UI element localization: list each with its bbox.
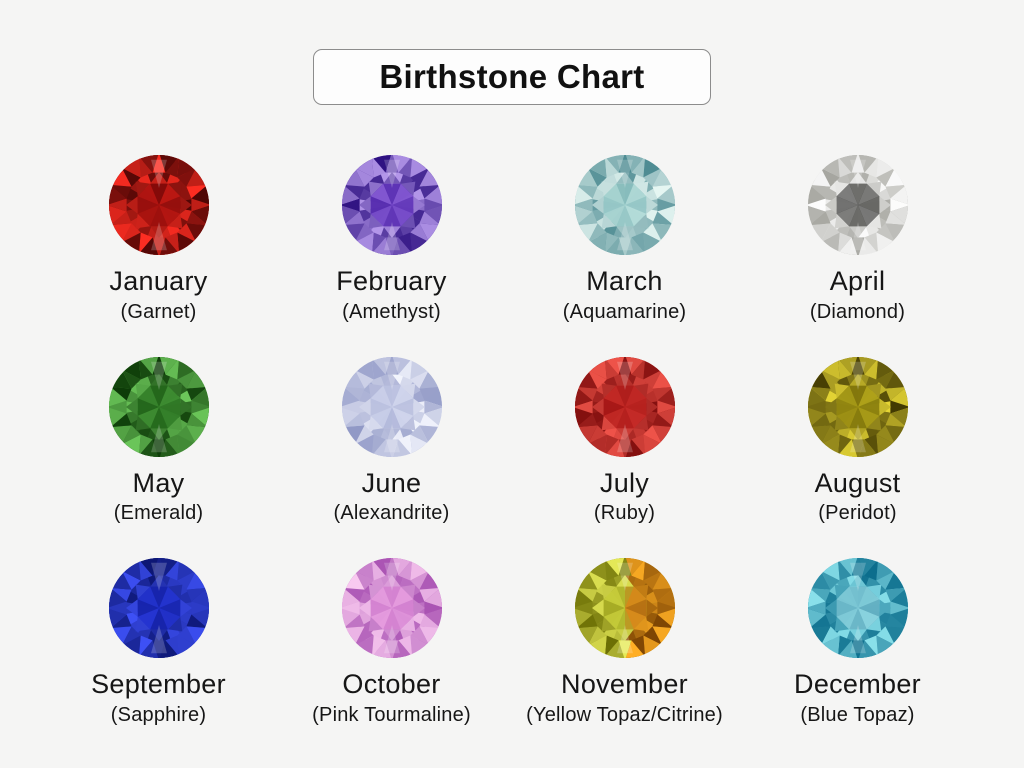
- month-label: July: [599, 467, 650, 498]
- gem-image-december: [807, 558, 908, 659]
- stone-label: (Emerald): [113, 502, 204, 525]
- month-label: August: [814, 467, 901, 498]
- stone-label: (Pink Tourmaline): [312, 704, 471, 727]
- gem-image-july: [574, 356, 675, 457]
- month-label: September: [91, 669, 226, 700]
- month-label: January: [109, 266, 208, 296]
- gem-cell: December (Blue Topaz): [741, 555, 974, 727]
- gem-cell: November (Yellow Topaz/Citrine): [508, 555, 741, 727]
- gem-image-september: [108, 558, 209, 659]
- stone-label: (Blue Topaz): [800, 704, 915, 727]
- month-label: May: [132, 467, 185, 498]
- stone-label: (Garnet): [120, 300, 197, 323]
- gem-image-april: [807, 155, 908, 255]
- gem-image-february: [341, 155, 442, 255]
- gem-image-august: [807, 356, 908, 457]
- gem-image-november: [574, 558, 675, 659]
- gem-cell: May (Emerald): [42, 354, 275, 526]
- gem-grid: January (Garnet) February (Amethyst) Mar…: [42, 152, 974, 727]
- gem-image-october: [341, 558, 442, 659]
- stone-label: (Sapphire): [110, 704, 207, 727]
- month-label: June: [361, 467, 422, 498]
- stone-label: (Alexandrite): [333, 502, 450, 525]
- stone-label: (Ruby): [593, 502, 656, 525]
- gem-image-may: [108, 356, 209, 457]
- stone-label: (Aquamarine): [562, 300, 687, 323]
- month-label: November: [561, 669, 688, 700]
- month-label: October: [342, 669, 441, 700]
- gem-cell: February (Amethyst): [275, 152, 508, 324]
- month-label: April: [829, 266, 886, 296]
- gem-cell: October (Pink Tourmaline): [275, 555, 508, 727]
- month-label: February: [336, 266, 447, 296]
- gem-cell: September (Sapphire): [42, 555, 275, 727]
- stone-label: (Peridot): [818, 502, 897, 525]
- gem-image-march: [574, 155, 675, 255]
- gem-cell: August (Peridot): [741, 354, 974, 526]
- month-label: December: [794, 669, 921, 700]
- gem-image-january: [108, 155, 209, 255]
- gem-image-june: [341, 356, 442, 457]
- gem-cell: March (Aquamarine): [508, 152, 741, 324]
- gem-cell: July (Ruby): [508, 354, 741, 526]
- gem-cell: April (Diamond): [741, 152, 974, 324]
- page-title: Birthstone Chart: [379, 58, 645, 95]
- gem-cell: June (Alexandrite): [275, 354, 508, 526]
- stone-label: (Yellow Topaz/Citrine): [526, 704, 723, 727]
- stone-label: (Amethyst): [342, 300, 441, 323]
- gem-cell: January (Garnet): [42, 152, 275, 324]
- stone-label: (Diamond): [809, 300, 906, 323]
- month-label: March: [586, 266, 663, 296]
- chart-title-box: Birthstone Chart: [313, 49, 711, 105]
